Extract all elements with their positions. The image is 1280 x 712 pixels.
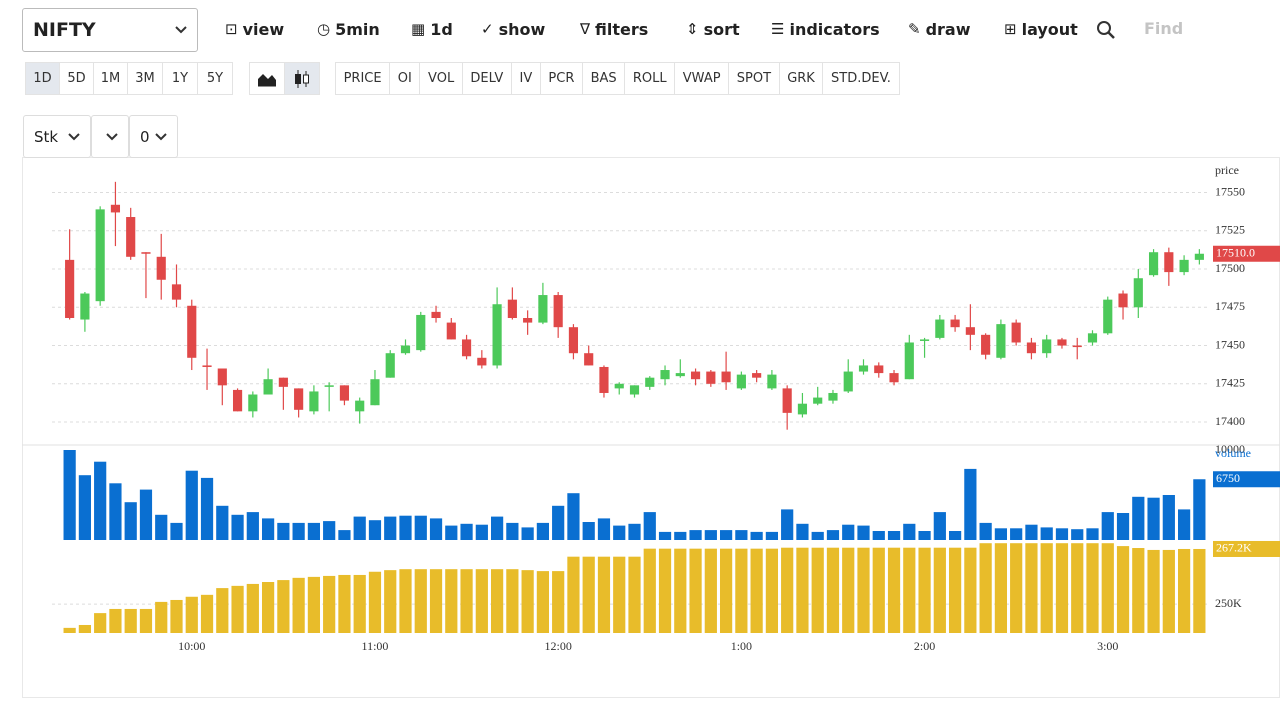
tool-layout[interactable]: ⊞ layout [1004, 19, 1078, 39]
symbol: NIFTY [33, 19, 96, 41]
symbol-select[interactable]: NIFTY [22, 8, 198, 52]
strike-select[interactable]: 0 [129, 115, 178, 158]
panel-button[interactable]: OI [390, 63, 421, 94]
panel-button[interactable]: IV [512, 63, 541, 94]
panel-button[interactable]: GRK [780, 63, 824, 94]
tool-label: layout [1021, 19, 1078, 39]
tool-label: 1d [430, 19, 453, 39]
caret [68, 132, 80, 140]
panel-button[interactable]: ROLL [625, 63, 676, 94]
range-button[interactable]: 1M [93, 62, 128, 95]
range-button[interactable]: 5Y [197, 62, 233, 95]
area-icon [258, 73, 276, 86]
placeholder: Find [1144, 19, 1184, 38]
caret [155, 132, 167, 140]
caret [175, 26, 187, 34]
tool-label: indicators [789, 19, 880, 39]
tool-label: draw [925, 19, 971, 39]
tool-filters[interactable]: ∇ filters [580, 19, 649, 39]
tool-label: show [498, 19, 546, 39]
area-chart-button[interactable] [249, 62, 285, 95]
panel-button[interactable]: STD.DEV. [831, 71, 891, 86]
panel-button[interactable]: DELV [463, 63, 512, 94]
tool-draw[interactable]: ✎ draw [908, 19, 971, 39]
select-value: Stk [34, 127, 59, 146]
search-input[interactable]: Find [1144, 19, 1183, 38]
panel-buttons: PRICE OI VOL DELV IV PCR BAS ROLL VWAP S… [335, 62, 900, 95]
panel-button[interactable]: BAS [583, 63, 626, 94]
range-button[interactable]: 5D [59, 62, 94, 95]
panel-button[interactable]: VOL [420, 63, 463, 94]
tool-interval[interactable]: ◷ 5min [317, 19, 380, 39]
tool-label: filters [595, 19, 649, 39]
tool-label: view [242, 19, 285, 39]
tool-view[interactable]: ⊡ view [225, 19, 285, 39]
tool-sort[interactable]: ⇕ sort [686, 19, 740, 39]
tool-label: 5min [335, 19, 380, 39]
range-button[interactable]: 1Y [162, 62, 198, 95]
tool-indicators[interactable]: ☰ indicators [771, 19, 880, 39]
panel-button[interactable]: PCR [541, 63, 583, 94]
select-value: 0 [140, 127, 150, 146]
caret [106, 132, 118, 140]
expiry-select[interactable] [91, 115, 129, 158]
candle-icon [295, 69, 309, 88]
tool-period[interactable]: ▦ 1d [411, 19, 453, 39]
tool-show[interactable]: ✓ show [481, 19, 546, 39]
search-icon[interactable] [1096, 20, 1116, 40]
range-button[interactable]: 3M [127, 62, 163, 95]
panel-button[interactable]: SPOT [729, 63, 780, 94]
chart-frame [22, 157, 1280, 698]
candle-chart-button[interactable] [284, 62, 320, 95]
instrument-select[interactable]: Stk [23, 115, 91, 158]
panel-button[interactable]: VWAP [675, 63, 730, 94]
tool-label: sort [703, 19, 740, 39]
range-button[interactable]: 1D [25, 62, 60, 95]
panel-button[interactable]: PRICE [336, 63, 391, 94]
